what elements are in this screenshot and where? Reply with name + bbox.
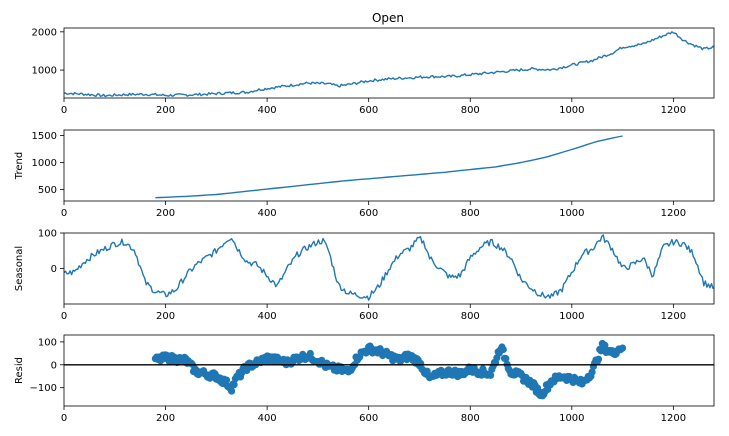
y-tick-label: 2000 — [32, 27, 57, 38]
resid-point — [228, 387, 236, 395]
x-tick-label: 800 — [461, 311, 480, 322]
x-tick-label: 400 — [258, 208, 277, 219]
axis-title-trend: Trend — [14, 152, 25, 180]
y-tick-label: 500 — [38, 185, 57, 196]
x-tick-label: 800 — [461, 208, 480, 219]
axes-frame-trend — [63, 129, 715, 202]
y-tick-label: 1500 — [32, 131, 57, 142]
panel-resid: Resid 0 200 400 600 800 1000 1200 −100 0 100 — [14, 334, 715, 424]
panel-observed: 0 200 400 600 800 1000 1200 1000 2000 — [32, 27, 715, 116]
resid-point — [618, 344, 627, 352]
x-tick-label: 200 — [156, 311, 175, 322]
axis-title-seasonal: Seasonal — [14, 246, 25, 291]
x-tick-label: 1000 — [559, 208, 584, 219]
x-tick-label: 1200 — [661, 105, 686, 116]
resid-point — [230, 381, 238, 389]
resid-point — [594, 355, 603, 363]
x-tick-label: 1000 — [559, 311, 584, 322]
resid-point — [502, 355, 510, 363]
y-tick-label: 100 — [38, 229, 57, 240]
x-tick-label: 600 — [359, 208, 378, 219]
x-tick-label: 400 — [258, 105, 277, 116]
x-tick-label: 1200 — [661, 311, 686, 322]
panel-trend: Trend 0 200 400 600 800 1000 1200 500 1000 1500 — [14, 129, 715, 219]
y-tick-label: 0 — [51, 360, 57, 371]
figure-title: Open — [372, 11, 404, 25]
x-tick-label: 200 — [156, 208, 175, 219]
resid-point — [487, 371, 495, 379]
x-tick-label: 1200 — [661, 413, 686, 424]
x-tick-label: 200 — [156, 413, 175, 424]
x-tick-label: 0 — [61, 311, 67, 322]
resid-point — [222, 376, 231, 384]
resid-points — [151, 339, 627, 400]
y-tick-label: 100 — [38, 337, 57, 348]
series-line-seasonal — [63, 234, 715, 301]
x-tick-label: 600 — [359, 413, 378, 424]
x-tick-label: 400 — [258, 311, 277, 322]
x-tick-label: 1000 — [559, 413, 584, 424]
y-tick-label: 1000 — [32, 66, 57, 77]
axes-frame-observed — [63, 27, 715, 99]
y-tick-label: 1000 — [32, 158, 57, 169]
y-tick-label: −100 — [30, 383, 57, 394]
y-tick-label: 0 — [51, 264, 57, 275]
x-tick-label: 800 — [461, 105, 480, 116]
x-tick-label: 800 — [461, 413, 480, 424]
x-tick-label: 0 — [61, 105, 67, 116]
panel-seasonal: Seasonal 0 200 400 600 800 1000 1200 0 100 — [14, 229, 715, 322]
x-tick-label: 0 — [61, 208, 67, 219]
x-tick-label: 200 — [156, 105, 175, 116]
x-tick-label: 1000 — [559, 105, 584, 116]
x-tick-label: 400 — [258, 413, 277, 424]
x-tick-label: 1200 — [661, 208, 686, 219]
axes-frame-resid — [63, 334, 715, 407]
axes-frame-seasonal — [63, 232, 715, 305]
axis-title-resid: Resid — [14, 357, 25, 384]
x-tick-label: 0 — [61, 413, 67, 424]
series-line-observed — [63, 31, 715, 98]
x-tick-label: 600 — [359, 311, 378, 322]
x-tick-label: 600 — [359, 105, 378, 116]
series-line-trend — [155, 135, 623, 199]
resid-point — [499, 345, 507, 354]
